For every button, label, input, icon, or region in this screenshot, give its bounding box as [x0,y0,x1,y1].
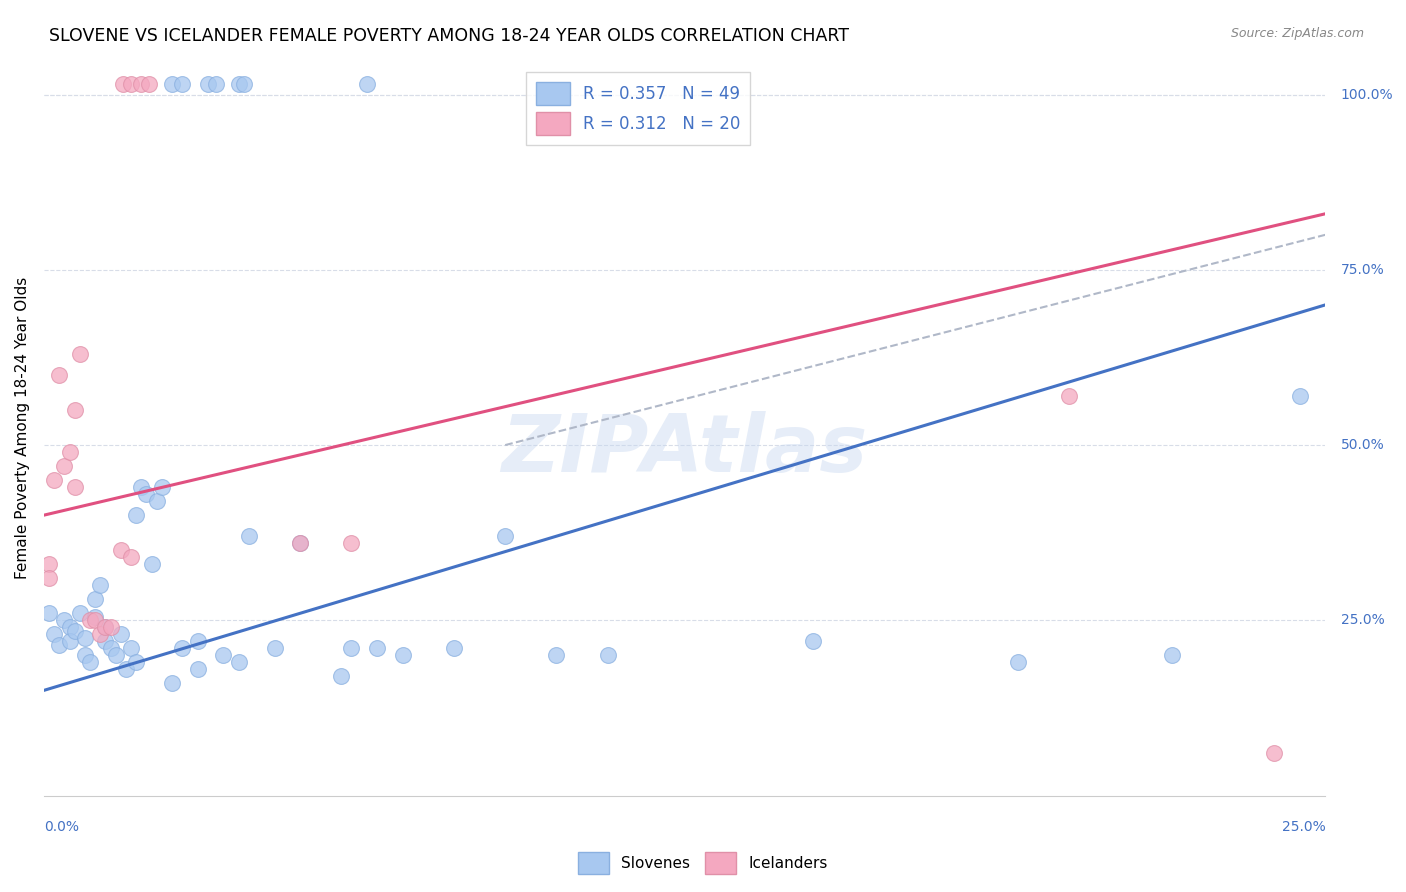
Point [197,77,219,91]
Point [160,676,183,690]
Point [48,638,70,652]
Point [38,607,60,621]
Point [288,536,311,550]
Point [84,609,107,624]
Point [145,494,167,508]
Point [120,641,142,656]
Point [1007,656,1029,670]
Point [44,627,66,641]
Point [120,550,142,565]
Point [79,613,101,627]
Point [172,77,194,91]
Point [129,480,152,494]
Point [596,648,619,663]
Point [58,445,80,459]
Point [1057,389,1080,403]
Point [73,648,96,663]
Text: 25.0%: 25.0% [1281,820,1326,834]
Point [801,634,824,648]
Point [69,347,91,361]
Point [129,77,152,91]
Point [58,620,80,634]
Point [100,620,122,634]
Text: 0.0%: 0.0% [44,820,79,834]
Point [63,624,86,638]
Point [125,656,148,670]
Point [53,459,76,474]
Point [366,641,388,656]
Point [110,627,132,641]
Point [212,648,235,663]
Text: Source: ZipAtlas.com: Source: ZipAtlas.com [1230,27,1364,40]
Point [58,634,80,648]
Text: SLOVENE VS ICELANDER FEMALE POVERTY AMONG 18-24 YEAR OLDS CORRELATION CHART: SLOVENE VS ICELANDER FEMALE POVERTY AMON… [49,27,849,45]
Text: 50.0%: 50.0% [1341,438,1385,452]
Point [44,473,66,487]
Point [204,77,226,91]
Point [1288,389,1310,403]
Point [494,529,516,543]
Point [120,77,142,91]
Point [79,656,101,670]
Text: 75.0%: 75.0% [1341,263,1385,277]
Point [84,613,107,627]
Point [1263,747,1285,761]
Point [115,662,138,676]
Point [228,656,250,670]
Point [150,480,173,494]
Point [94,620,117,634]
Point [141,558,163,572]
Point [73,631,96,645]
Text: 25.0%: 25.0% [1341,614,1385,627]
Point [356,77,378,91]
Text: 100.0%: 100.0% [1341,87,1393,102]
Point [69,607,91,621]
Point [232,77,254,91]
Legend: R = 0.357   N = 49, R = 0.312   N = 20: R = 0.357 N = 49, R = 0.312 N = 20 [526,71,751,145]
Point [89,627,111,641]
Point [238,529,260,543]
Point [187,662,209,676]
Point [38,571,60,585]
Point [443,641,465,656]
Point [1160,648,1182,663]
Point [330,669,353,683]
Point [135,487,157,501]
Point [391,648,413,663]
Point [228,77,250,91]
Point [84,592,107,607]
Text: ZIPAtlas: ZIPAtlas [502,410,868,489]
Point [125,508,148,523]
Point [53,613,76,627]
Point [94,620,117,634]
Point [288,536,311,550]
Point [38,558,60,572]
Point [63,480,86,494]
Point [187,634,209,648]
Point [94,634,117,648]
Point [104,648,127,663]
Point [160,77,183,91]
Point [48,368,70,382]
Point [89,578,111,592]
Point [63,403,86,417]
Point [546,648,568,663]
Point [172,641,194,656]
Point [110,543,132,558]
Point [263,641,285,656]
Point [112,77,135,91]
Point [340,641,363,656]
Point [138,77,160,91]
Point [340,536,363,550]
Legend: Slovenes, Icelanders: Slovenes, Icelanders [572,846,834,880]
Point [100,641,122,656]
Y-axis label: Female Poverty Among 18-24 Year Olds: Female Poverty Among 18-24 Year Olds [15,277,30,579]
